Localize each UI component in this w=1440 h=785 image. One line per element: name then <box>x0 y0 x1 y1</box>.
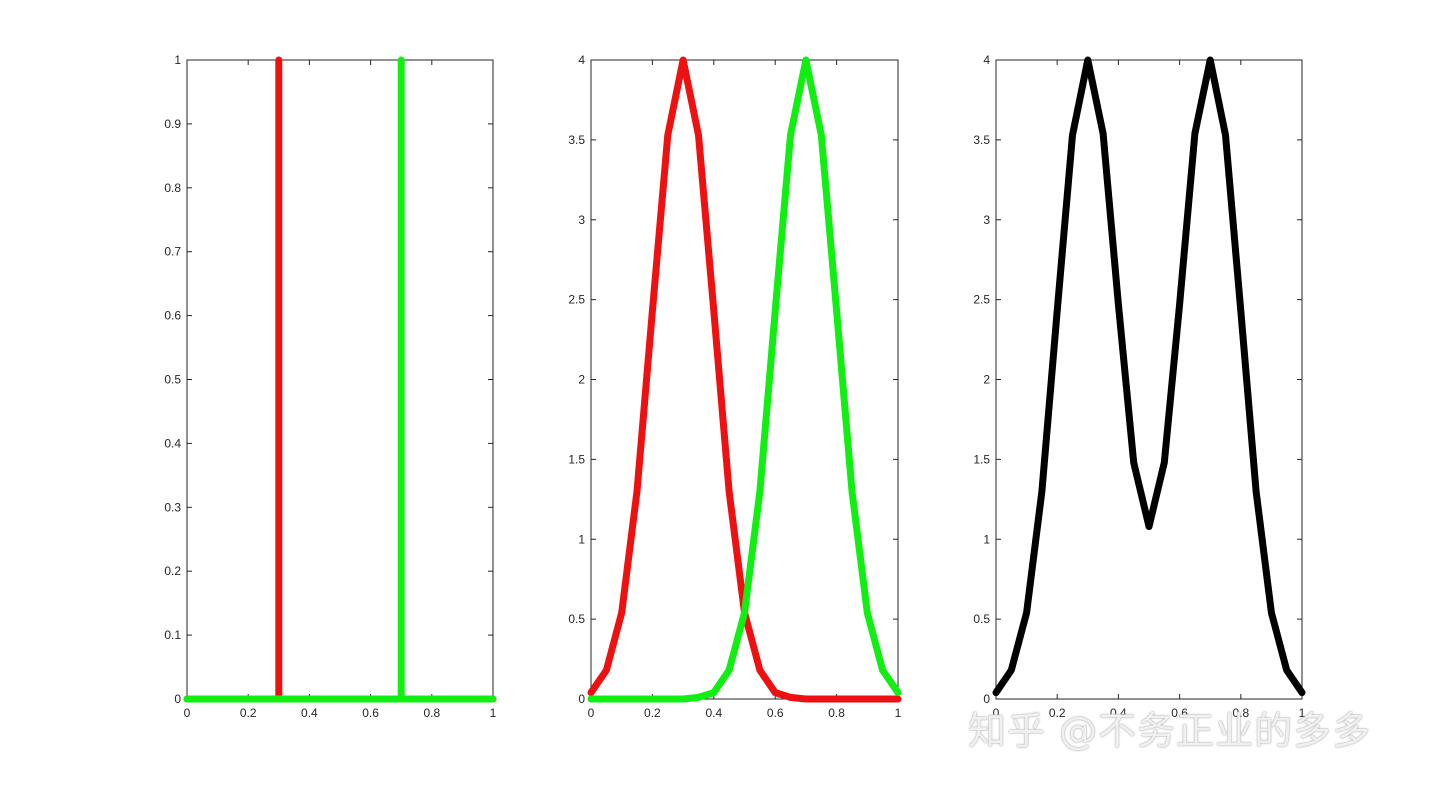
y-tick-label: 3 <box>983 213 990 227</box>
x-tick-label: 0 <box>588 706 595 720</box>
y-tick-label: 1 <box>174 53 181 67</box>
y-tick-label: 2.5 <box>973 293 990 307</box>
y-tick-label: 4 <box>983 53 990 67</box>
x-tick-label: 1 <box>895 706 902 720</box>
series-line-1 <box>992 56 1306 697</box>
y-tick-label: 3.5 <box>568 133 585 147</box>
x-tick-label: 0.4 <box>301 706 318 720</box>
y-tick-label: 0 <box>174 692 181 706</box>
watermark: 知乎 @不务正业的多多 <box>968 709 1372 753</box>
y-tick-label: 0.7 <box>164 245 181 259</box>
x-tick-label: 0.2 <box>644 706 661 720</box>
y-tick-label: 0.8 <box>164 181 181 195</box>
x-tick-label: 1 <box>490 706 497 720</box>
y-tick-label: 0.5 <box>973 612 990 626</box>
x-tick-label: 0 <box>184 706 191 720</box>
x-tick-label: 0.6 <box>767 706 784 720</box>
y-tick-label: 1.5 <box>568 452 585 466</box>
axes-box <box>186 59 494 700</box>
y-tick-label: 0.9 <box>164 117 181 131</box>
y-tick-label: 2 <box>578 373 585 387</box>
y-tick-label: 0 <box>983 692 990 706</box>
chart-panel-2: 0 0.2 0.4 0.6 0.8 1 0 0.5 1 1.5 2 2.5 3 3.5 4 <box>568 53 901 720</box>
x-tick-label: 0.8 <box>1232 706 1249 720</box>
x-tick-label: 0.4 <box>1110 706 1127 720</box>
y-tick-label: 2.5 <box>568 293 585 307</box>
y-tick-label: 0 <box>578 692 585 706</box>
series-line-2 <box>183 56 497 703</box>
y-tick-label: 0.2 <box>164 564 181 578</box>
x-tick-label: 0.8 <box>423 706 440 720</box>
x-tick-label: 0.2 <box>240 706 257 720</box>
y-tick-label: 4 <box>578 53 585 67</box>
chart-panel-3: 0 0.2 0.4 0.6 0.8 1 0 0.5 1 1.5 2 2.5 3 3.5 4 <box>973 53 1305 720</box>
x-tick-label: 0 <box>993 706 1000 720</box>
y-tick-label: 1.5 <box>973 452 990 466</box>
series-line-2 <box>587 56 902 703</box>
chart-panel-1: 0 0.2 0.4 0.6 0.8 1 0 0.1 0.2 0.3 0.4 0.5 0.6 0.7 0.8 0… <box>164 53 496 720</box>
y-tick-label: 3.5 <box>973 133 990 147</box>
axes-box <box>995 59 1303 700</box>
y-tick-label: 3 <box>578 213 585 227</box>
y-tick-label: 0.3 <box>164 500 181 514</box>
y-tick-label: 0.5 <box>568 612 585 626</box>
y-tick-label: 0.4 <box>164 436 181 450</box>
x-tick-label: 0.6 <box>1171 706 1188 720</box>
y-tick-label: 0.1 <box>164 628 181 642</box>
x-tick-label: 0.8 <box>828 706 845 720</box>
x-tick-label: 1 <box>1299 706 1306 720</box>
y-tick-label: 1 <box>983 532 990 546</box>
y-tick-label: 0.5 <box>164 373 181 387</box>
series-line-1 <box>587 56 902 703</box>
x-tick-label: 0.4 <box>705 706 722 720</box>
y-tick-label: 2 <box>983 373 990 387</box>
y-tick-label: 1 <box>578 532 585 546</box>
x-tick-label: 0.2 <box>1049 706 1066 720</box>
x-tick-label: 0.6 <box>362 706 379 720</box>
y-tick-label: 0.6 <box>164 309 181 323</box>
